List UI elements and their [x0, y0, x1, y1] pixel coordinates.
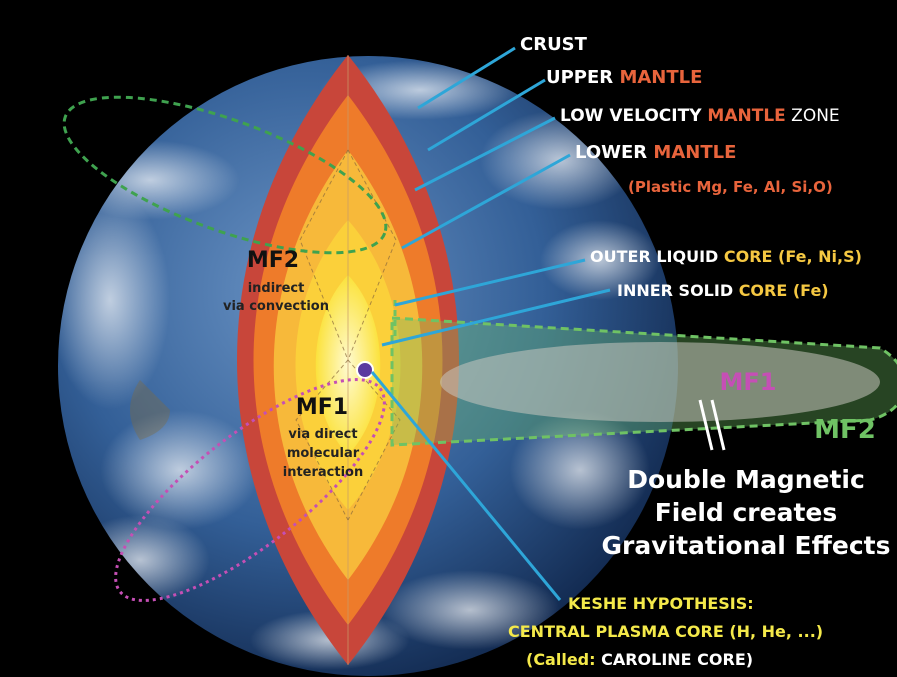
label-inner-core: INNER SOLID CORE (Fe) — [617, 281, 829, 300]
mf2-orbit — [62, 95, 388, 255]
label-lower-mantle-composition: (Plastic Mg, Fe, Al, Si,O) — [628, 178, 833, 196]
mf1-inner-line3: interaction — [283, 465, 364, 480]
keshe-hypothesis: KESHE HYPOTHESIS: CENTRAL PLASMA CORE (H… — [508, 594, 823, 669]
mf1-inner-title: MF1 — [296, 395, 348, 420]
mf1-inner-line1: via direct — [288, 427, 357, 442]
mf1-orbit — [114, 378, 386, 602]
headline: Double Magnetic Field creates Gravitatio… — [602, 465, 891, 560]
mf2-inner-title: MF2 — [247, 248, 299, 273]
hypothesis-line2: CENTRAL PLASMA CORE (H, He, ...) — [508, 622, 823, 641]
hypothesis-line3: (Called: CAROLINE CORE) — [526, 650, 753, 669]
headline-line1: Double Magnetic — [627, 465, 865, 494]
hypothesis-line1: KESHE HYPOTHESIS: — [568, 594, 754, 613]
layer-labels: CRUST UPPER MANTLE LOW VELOCITY MANTLE Z… — [520, 34, 862, 300]
mf2-inner-line2: via convection — [223, 299, 329, 314]
mf2-beam-label: MF2 — [814, 415, 876, 445]
label-outer-core: OUTER LIQUID CORE (Fe, Ni,S) — [590, 247, 862, 266]
leader-lines — [370, 46, 611, 601]
inner-field-labels: MF2 indirect via convection MF1 via dire… — [223, 248, 363, 480]
mf1-inner-line2: molecular — [287, 446, 360, 461]
mf1-beam — [440, 342, 880, 422]
label-lower-mantle: LOWER MANTLE — [575, 142, 736, 163]
headline-line2: Field creates — [655, 498, 838, 527]
label-low-velocity-zone: LOW VELOCITY MANTLE ZONE — [560, 106, 840, 126]
mf1-beam-label: MF1 — [720, 368, 777, 396]
label-crust: CRUST — [520, 34, 588, 55]
label-upper-mantle: UPPER MANTLE — [546, 67, 702, 88]
magnetic-fields — [62, 95, 897, 602]
plasma-core-icon — [356, 361, 374, 379]
headline-line3: Gravitational Effects — [602, 531, 891, 560]
mf2-inner-line1: indirect — [248, 281, 305, 296]
earth-cross-section — [237, 55, 459, 665]
